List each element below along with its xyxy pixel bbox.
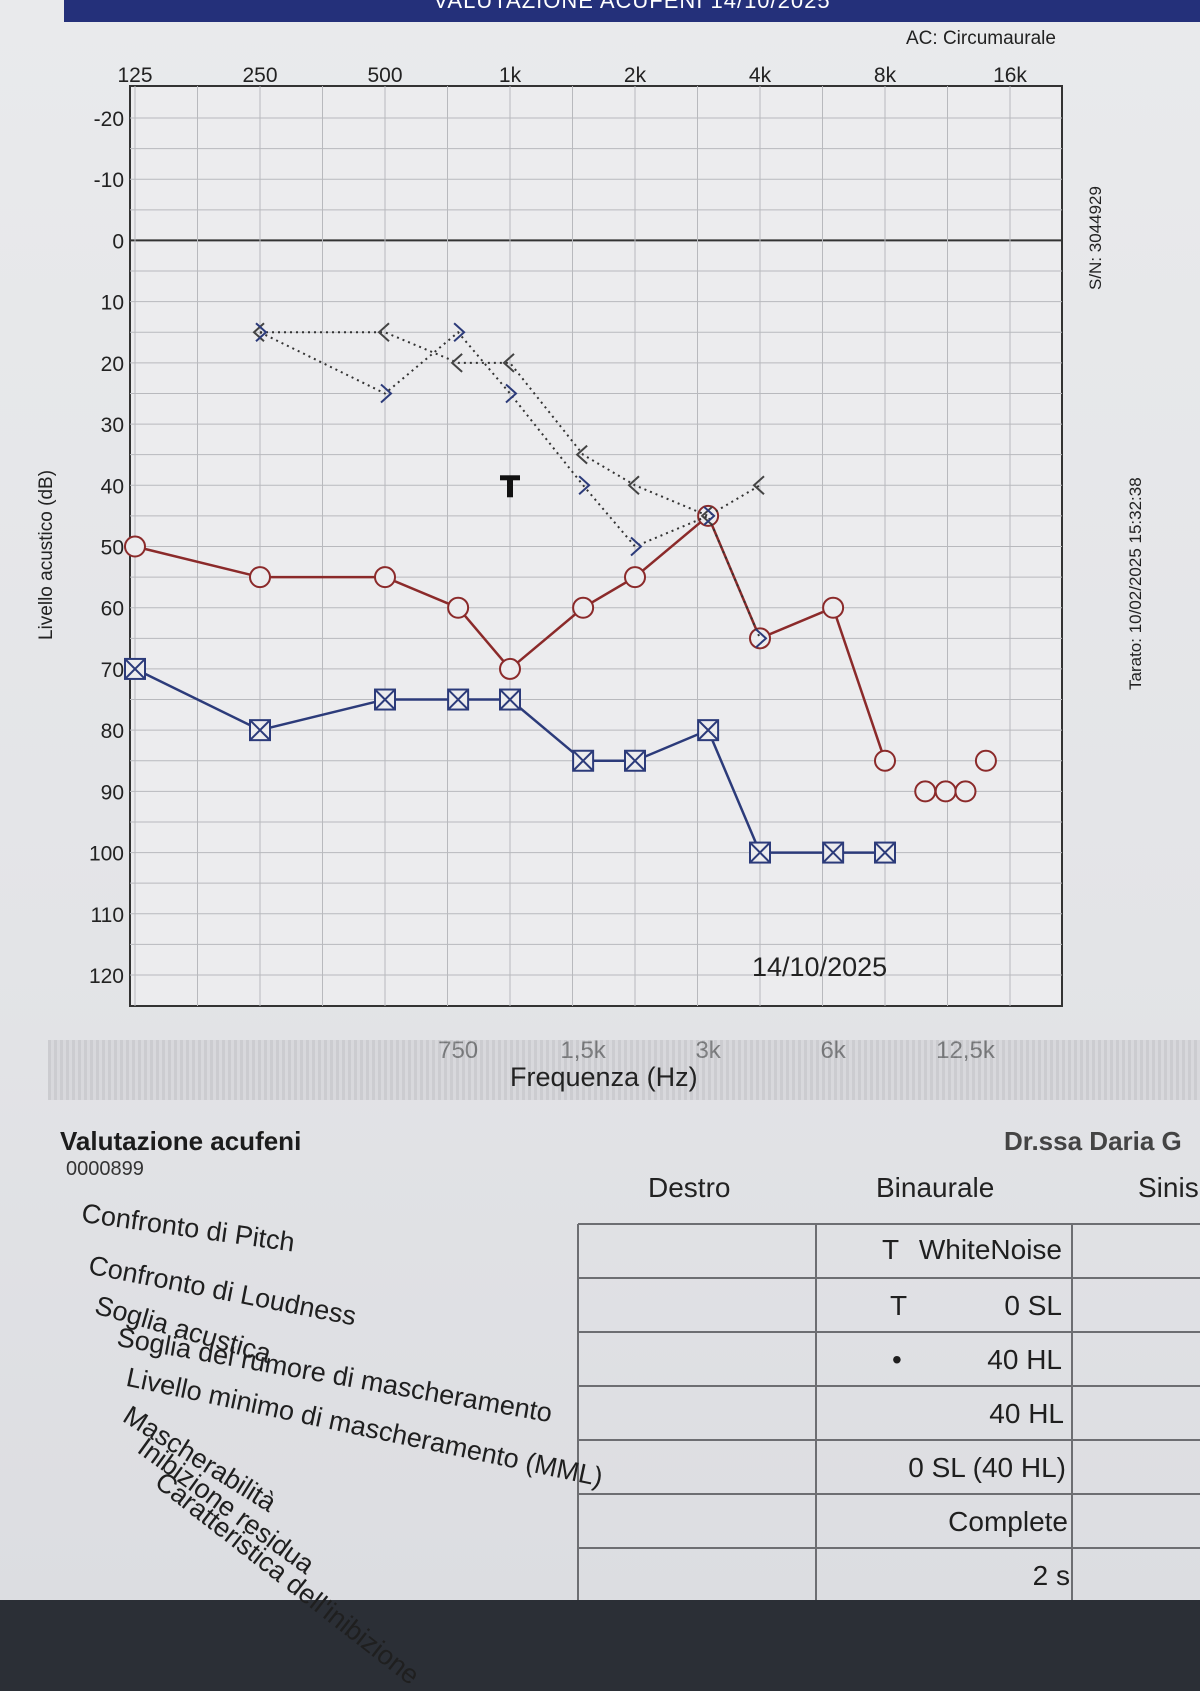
- data-point-bracket-right: [755, 628, 768, 649]
- tinnitus-report: Valutazione acufeni 0000899 Dr.ssa Daria…: [0, 1100, 1200, 1691]
- data-point-circle: [447, 596, 470, 619]
- y-tick-label: 0: [112, 230, 124, 253]
- doctor-name: Dr.ssa Daria G: [1004, 1126, 1182, 1156]
- data-point-circle: [124, 535, 146, 558]
- x-tick-label-top: 4k: [749, 64, 772, 87]
- x-tick-label-top: 2k: [624, 64, 647, 87]
- data-point-bracket-left: [377, 322, 390, 342]
- data-point-circle: [624, 566, 646, 589]
- y-tick-label: 10: [101, 292, 124, 315]
- data-point-circle: [934, 780, 957, 803]
- y-tick-label: 20: [101, 353, 124, 376]
- data-point-bracket-left: [575, 444, 588, 465]
- data-point-bracket-right: [380, 383, 393, 404]
- data-point-bracket-right: [630, 536, 643, 557]
- data-point-circle: [374, 566, 396, 589]
- data-point-box-cross: [447, 688, 469, 711]
- transducer-label: AC: Circumaurale: [906, 28, 1056, 49]
- data-point-circle: [874, 749, 896, 772]
- results-table-grid: [577, 1223, 1200, 1600]
- data-point-box-cross: [874, 841, 896, 864]
- data-point-circle: [974, 749, 997, 772]
- y-tick-label: 100: [89, 843, 124, 866]
- data-point-bracket-left: [502, 353, 515, 373]
- column-header-destro: Destro: [648, 1172, 731, 1203]
- x-tick-label-top: 1k: [499, 64, 522, 87]
- cell-masking-noise-binaurale: 40 HL: [989, 1398, 1064, 1429]
- top-title-band: VALUTAZIONE ACUFENI 14/10/2025: [64, 0, 1200, 22]
- x-tick-label-top: 500: [367, 64, 402, 87]
- patient-code: 0000899: [66, 1158, 144, 1180]
- y-tick-label: -20: [94, 108, 124, 131]
- data-point-bracket-left: [450, 353, 463, 373]
- report-title: Valutazione acufeni: [60, 1126, 302, 1156]
- cell-pitch-binaurale: WhiteNoise: [918, 1234, 1062, 1265]
- data-point-box-cross: [749, 841, 771, 864]
- data-point-bracket-right: [505, 383, 518, 404]
- data-point-bracket-right: [578, 475, 591, 496]
- cell-marker-threshold: •: [892, 1344, 902, 1375]
- y-tick-label: 30: [101, 414, 124, 437]
- data-point-box-cross: [124, 658, 146, 680]
- data-point-bracket-right: [255, 322, 268, 342]
- data-point-box-cross: [499, 688, 521, 711]
- y-tick-label: 70: [101, 659, 124, 682]
- data-point-box-cross: [624, 750, 646, 772]
- series-line: [259, 330, 761, 639]
- data-point-bracket-left: [627, 475, 640, 496]
- data-point-box-cross: [697, 719, 719, 741]
- series-line: [260, 331, 761, 518]
- test-date: 14/10/2025: [752, 952, 888, 982]
- data-point-bracket-left: [752, 475, 765, 496]
- tinnitus-marker-stem: [507, 477, 513, 498]
- x-tick-label-top: 250: [242, 64, 277, 87]
- data-point-box-cross: [822, 841, 844, 864]
- cell-residual-inhibition-binaurale: 2 s: [1032, 1560, 1070, 1591]
- data-point-circle: [954, 780, 977, 803]
- data-point-box-cross: [249, 719, 271, 741]
- data-point-bracket-right: [703, 506, 716, 526]
- top-title: VALUTAZIONE ACUFENI 14/10/2025: [433, 0, 831, 13]
- data-point-circle: [499, 657, 521, 680]
- scan-stripe: [48, 1040, 1200, 1100]
- x-tick-label-top: 125: [117, 64, 152, 87]
- cell-marker-pitch: T: [882, 1234, 900, 1265]
- x-tick-label-top: 8k: [874, 64, 897, 87]
- data-point-circle: [249, 566, 271, 589]
- data-point-circle: [697, 504, 720, 527]
- x-tick-label-top: 16k: [993, 64, 1027, 87]
- cell-maskability-binaurale: Complete: [948, 1506, 1068, 1537]
- y-tick-label: 60: [101, 598, 124, 621]
- cell-loudness-binaurale: 0 SL: [1004, 1290, 1062, 1321]
- data-point-circle: [822, 596, 845, 619]
- y-tick-label: 90: [101, 781, 124, 804]
- column-header-sinistro: Sinis: [1138, 1172, 1199, 1203]
- data-point-circle: [572, 596, 595, 619]
- data-point-box-cross: [374, 688, 396, 711]
- data-point-bracket-right: [453, 322, 466, 342]
- cell-threshold-binaurale: 40 HL: [987, 1344, 1062, 1375]
- y-tick-label: 50: [101, 537, 124, 560]
- y-tick-label: 120: [89, 965, 124, 988]
- data-point-box-cross: [572, 750, 594, 772]
- x-axis-label: Frequenza (Hz): [510, 1062, 698, 1092]
- column-header-binaurale: Binaurale: [876, 1172, 995, 1203]
- y-tick-label: 40: [101, 475, 124, 498]
- data-point-circle: [749, 627, 771, 650]
- y-tick-label: 110: [91, 904, 124, 927]
- y-tick-label: -10: [94, 169, 124, 192]
- y-tick-label: 80: [101, 720, 124, 743]
- cell-marker-loudness: T: [890, 1290, 908, 1321]
- data-point-circle: [914, 780, 937, 803]
- audiogram-chart: -20 -10 0 10 20 30 40 50 60 70 80 90 100 110 120 125 250…: [89, 64, 1063, 1064]
- cell-mml-binaurale: 0 SL (40 HL): [908, 1452, 1066, 1483]
